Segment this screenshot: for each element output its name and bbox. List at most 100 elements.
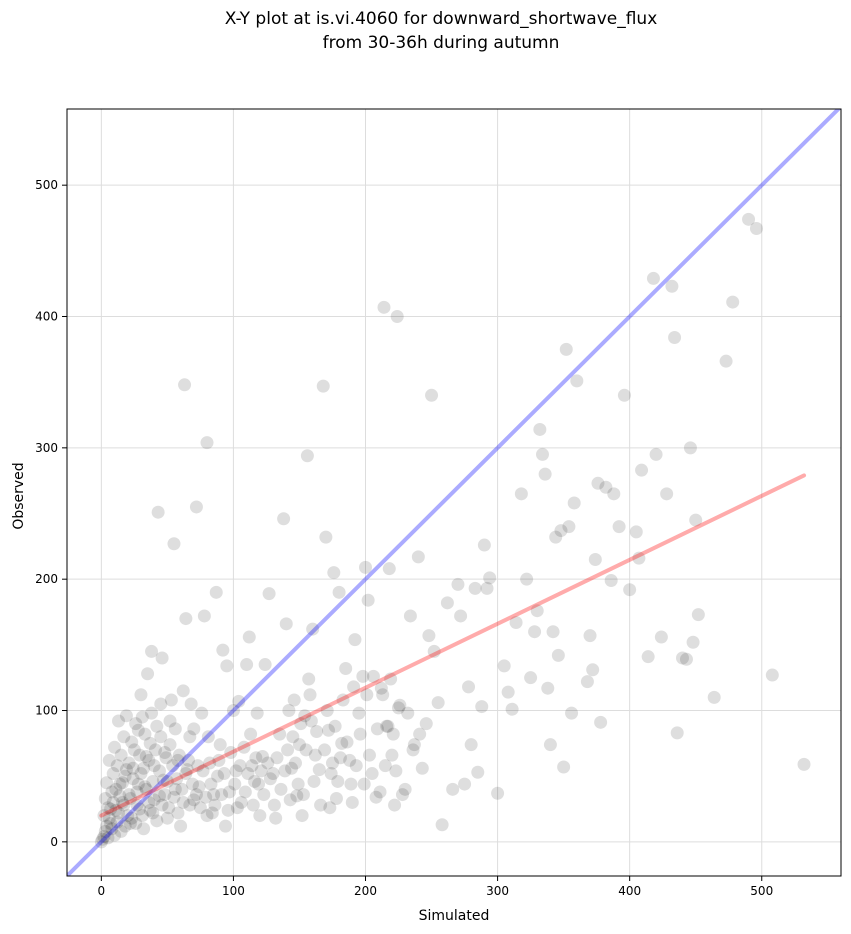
data-point xyxy=(152,789,166,803)
data-point xyxy=(185,777,199,791)
data-point xyxy=(373,785,387,799)
data-point xyxy=(269,811,283,825)
data-point xyxy=(215,788,229,802)
data-point xyxy=(303,688,317,702)
data-point xyxy=(390,310,404,324)
data-point xyxy=(749,222,763,236)
data-point xyxy=(141,667,155,681)
chart-title-line-2: from 30-36h during autumn xyxy=(323,33,560,53)
data-point xyxy=(683,441,697,455)
data-point xyxy=(200,436,214,450)
data-point xyxy=(234,795,248,809)
data-point xyxy=(146,806,160,820)
data-point xyxy=(514,487,528,501)
data-point xyxy=(286,730,300,744)
data-point xyxy=(641,650,655,664)
data-point xyxy=(357,777,371,791)
y-tick-label: 400 xyxy=(35,310,58,324)
data-point xyxy=(130,785,144,799)
data-point xyxy=(154,730,168,744)
data-point xyxy=(389,764,403,778)
data-point xyxy=(691,608,705,622)
data-point xyxy=(171,806,185,820)
data-point xyxy=(245,759,259,773)
data-point xyxy=(281,743,295,757)
data-point xyxy=(119,763,133,777)
data-point xyxy=(335,736,349,750)
data-point xyxy=(336,693,350,707)
data-point xyxy=(237,740,251,754)
data-point xyxy=(398,782,412,796)
data-point xyxy=(386,727,400,741)
data-point xyxy=(146,774,160,788)
data-point xyxy=(649,447,663,461)
data-point xyxy=(435,818,449,832)
data-point xyxy=(623,583,637,597)
data-point xyxy=(570,374,584,388)
data-point xyxy=(446,782,460,796)
data-point xyxy=(377,300,391,314)
data-point xyxy=(113,777,127,791)
data-point xyxy=(118,819,132,833)
x-tick-label: 500 xyxy=(750,884,773,898)
data-point xyxy=(296,788,310,802)
data-point xyxy=(150,719,164,733)
data-point xyxy=(415,761,429,775)
data-point xyxy=(370,722,384,736)
data-point xyxy=(106,767,120,781)
data-point xyxy=(726,295,740,309)
data-point xyxy=(298,709,312,723)
data-point xyxy=(228,777,242,791)
data-point xyxy=(125,735,139,749)
data-point xyxy=(320,704,334,718)
data-point xyxy=(172,748,186,762)
data-point xyxy=(110,759,124,773)
data-point xyxy=(134,767,148,781)
x-tick-label: 200 xyxy=(354,884,377,898)
data-point xyxy=(118,769,132,783)
data-point xyxy=(224,746,238,760)
data-point xyxy=(106,795,120,809)
data-point xyxy=(104,816,118,830)
data-point xyxy=(543,738,557,752)
data-point xyxy=(127,743,141,757)
data-point xyxy=(554,524,568,538)
data-point xyxy=(126,772,140,786)
data-point xyxy=(171,753,185,767)
data-point xyxy=(126,761,140,775)
data-point xyxy=(261,756,275,770)
data-point xyxy=(419,717,433,731)
data-point xyxy=(374,681,388,695)
data-point xyxy=(353,727,367,741)
data-point xyxy=(105,785,119,799)
data-point xyxy=(197,609,211,623)
data-point xyxy=(528,625,542,639)
data-point xyxy=(158,788,172,802)
data-point xyxy=(719,354,733,368)
data-point xyxy=(329,792,343,806)
data-point xyxy=(191,759,205,773)
data-point xyxy=(131,777,145,791)
data-point xyxy=(147,793,161,807)
data-point xyxy=(689,513,703,527)
data-point xyxy=(282,704,296,718)
data-point xyxy=(306,622,320,636)
data-point xyxy=(277,512,291,526)
data-point xyxy=(230,801,244,815)
data-point xyxy=(524,671,538,685)
data-point xyxy=(257,788,271,802)
data-point xyxy=(97,830,111,844)
data-point xyxy=(170,772,184,786)
x-tick-label: 300 xyxy=(486,884,509,898)
data-point xyxy=(468,581,482,595)
data-point xyxy=(101,801,115,815)
data-point xyxy=(266,767,280,781)
data-point xyxy=(323,801,337,815)
data-point xyxy=(475,700,489,714)
data-point xyxy=(285,761,299,775)
data-point xyxy=(187,793,201,807)
data-point xyxy=(635,463,649,477)
data-point xyxy=(175,782,189,796)
data-point xyxy=(147,759,161,773)
